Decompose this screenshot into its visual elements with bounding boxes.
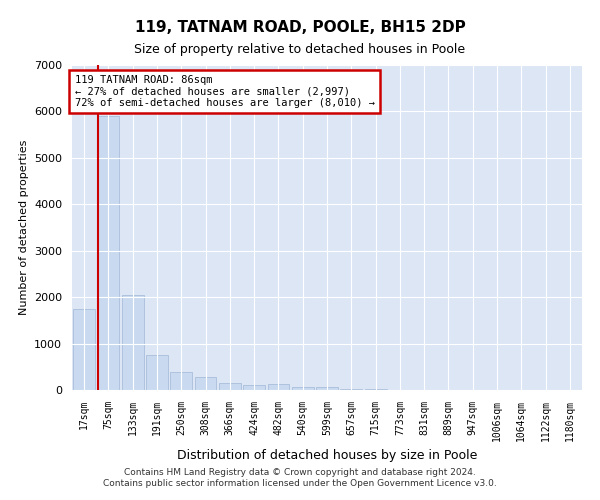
Bar <box>268 384 289 390</box>
Bar <box>243 385 265 390</box>
Bar <box>365 389 386 390</box>
Bar <box>292 386 314 390</box>
Bar <box>73 308 95 390</box>
Bar <box>194 378 217 390</box>
Bar <box>170 372 192 390</box>
Text: Size of property relative to detached houses in Poole: Size of property relative to detached ho… <box>134 42 466 56</box>
Text: 119, TATNAM ROAD, POOLE, BH15 2DP: 119, TATNAM ROAD, POOLE, BH15 2DP <box>134 20 466 35</box>
X-axis label: Distribution of detached houses by size in Poole: Distribution of detached houses by size … <box>177 449 477 462</box>
Y-axis label: Number of detached properties: Number of detached properties <box>19 140 29 315</box>
Bar <box>316 387 338 390</box>
Bar <box>219 382 241 390</box>
Text: Contains HM Land Registry data © Crown copyright and database right 2024.
Contai: Contains HM Land Registry data © Crown c… <box>103 468 497 487</box>
Text: 119 TATNAM ROAD: 86sqm
← 27% of detached houses are smaller (2,997)
72% of semi-: 119 TATNAM ROAD: 86sqm ← 27% of detached… <box>74 74 374 108</box>
Bar <box>340 388 362 390</box>
Bar <box>146 355 168 390</box>
Bar <box>122 295 143 390</box>
Bar <box>97 116 119 390</box>
